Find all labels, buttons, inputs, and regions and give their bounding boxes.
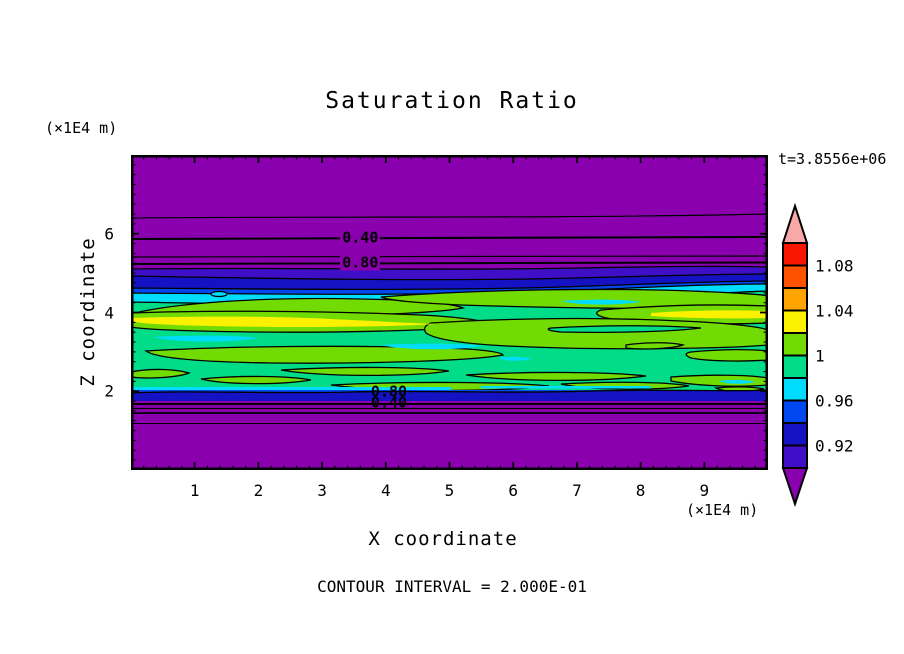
colorbar-tick-label: 0.96: [815, 391, 854, 410]
x-tick-label: 4: [380, 481, 391, 500]
contour-blob: [625, 342, 686, 350]
colorbar-box-red: [782, 242, 808, 267]
x-tick-label: 2: [253, 481, 264, 500]
x-tick-label: 5: [444, 481, 455, 500]
colorbar-under-arrow: [781, 467, 809, 508]
colorbar-tick-label: 1.04: [815, 301, 854, 320]
colorbar-box-navy: [782, 422, 808, 447]
x-tick-label: 6: [508, 481, 519, 500]
x-tick-label: 3: [317, 481, 327, 500]
contour-plot-canvas: [131, 155, 768, 470]
colorbar-tick-label: 1: [815, 346, 825, 365]
colorbar-boxes: [782, 242, 808, 469]
y-tick-label: 6: [104, 224, 114, 244]
contour-lines: [131, 213, 768, 425]
colorbar-box-yellow_green: [782, 332, 808, 357]
colorbar-over-arrow: [781, 202, 809, 244]
cyan-streak: [499, 356, 531, 361]
plot-title: Saturation Ratio: [325, 88, 579, 114]
contour-blob: [280, 366, 450, 377]
contour-label-0.80: 0.80: [340, 253, 381, 272]
x-axis-units-label: (×1E4 m): [686, 501, 759, 519]
contour-blob: [465, 371, 647, 382]
contour-line: [131, 213, 768, 219]
colorbar-box-yellow: [782, 309, 808, 334]
y-axis-title: Z coordinate: [77, 237, 99, 387]
y-tick-label: 2: [104, 381, 114, 401]
colorbar-box-cyan: [782, 377, 808, 402]
contour-label-0.40: 0.40: [340, 228, 381, 247]
cyan-streak: [561, 299, 641, 305]
colorbar-box-orange_red: [782, 264, 808, 289]
plot-border: [131, 155, 768, 470]
x-tick-label: 9: [699, 481, 710, 500]
x-axis-tick-labels: 1 2 3 4 5 6 7 8 9: [0, 481, 904, 501]
bottom-cyan-sliver: [481, 386, 651, 389]
cyan-streak: [719, 379, 755, 384]
contour-line-0.80: [131, 261, 768, 265]
x-tick-label: 8: [635, 481, 646, 500]
colorbar-tick-label: 0.92: [815, 436, 854, 455]
colorbar-box-blue: [782, 399, 808, 424]
cyan-streaks: [153, 290, 755, 384]
cyan-streak: [153, 335, 259, 342]
y-axis-tick-labels: 6 4 2: [104, 0, 134, 654]
contour-blob: [685, 348, 768, 362]
cyan-dot: [210, 290, 228, 298]
yellow-streak: [131, 316, 436, 328]
contour-label-0.80: 0.80: [370, 382, 408, 401]
colorbar-box-spring_green: [782, 354, 808, 379]
y-axis-units-label: (×1E4 m): [45, 119, 118, 137]
colorbar-box-orange: [782, 287, 808, 312]
contour-blob: [144, 345, 505, 364]
x-tick-label: 7: [572, 481, 582, 500]
x-axis-title: X coordinate: [368, 528, 518, 550]
bottom-cyan-sliver: [131, 387, 451, 390]
middle-layer-blobs: [131, 288, 768, 393]
time-annotation: t=3.8556e+06: [778, 150, 887, 168]
y-tick-label: 4: [104, 303, 114, 322]
contour-line-0.40: [131, 236, 768, 240]
contour-line: [131, 255, 768, 258]
yellow-streak: [651, 310, 768, 319]
contour-blob-hole: [547, 325, 702, 334]
contour-interval-caption: CONTOUR INTERVAL = 2.000E-01: [317, 577, 587, 596]
cyan-streak: [381, 343, 483, 350]
colorbar-box-indigo: [782, 444, 808, 469]
colorbar-tick-label: 1.08: [815, 256, 854, 275]
contour-blob: [131, 368, 191, 379]
contour-blob: [200, 375, 312, 385]
yellow-streaks: [131, 310, 768, 328]
bottom-band-navy: [131, 389, 768, 403]
colorbar: [781, 202, 809, 508]
contour-label-0.40: 0.40: [370, 393, 408, 412]
contour-blob: [424, 317, 768, 350]
x-tick-label: 1: [189, 481, 200, 500]
contour-blob: [380, 288, 768, 310]
lower-transition-bands: [131, 386, 768, 470]
bottom-purple-layer: [131, 401, 768, 470]
